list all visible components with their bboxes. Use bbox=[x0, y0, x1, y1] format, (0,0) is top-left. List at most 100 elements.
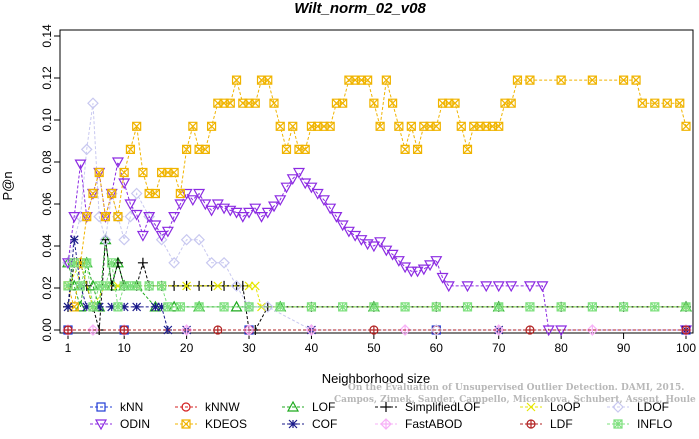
odin-point bbox=[392, 256, 405, 267]
inflo-point bbox=[369, 302, 379, 312]
ldof-point bbox=[261, 301, 274, 313]
ticks-layer: 1 10 20 30 40 50 60 70 80 90 100 0.00 0.02 0.04 0.06 0.… bbox=[40, 24, 696, 355]
ldf-point bbox=[525, 325, 535, 335]
ldf-point bbox=[63, 325, 73, 335]
legend-swatch-marker bbox=[526, 402, 536, 412]
kdeos-point bbox=[200, 144, 210, 154]
ldof-point bbox=[74, 210, 87, 223]
odin-point bbox=[186, 195, 199, 207]
kdeos-point bbox=[412, 144, 423, 154]
ldof-point bbox=[243, 301, 255, 313]
odin-point bbox=[118, 178, 131, 190]
cof-point bbox=[157, 302, 167, 312]
odin-point bbox=[542, 325, 555, 337]
legend-swatch-marker bbox=[286, 400, 300, 412]
kdeos-point bbox=[675, 98, 685, 108]
odin-point bbox=[236, 212, 249, 223]
odin-point bbox=[168, 212, 181, 223]
inflo-point bbox=[618, 302, 629, 312]
ldof-point bbox=[218, 256, 230, 269]
x-tick-label: 20 bbox=[180, 341, 194, 355]
y-tick-label: 0.06 bbox=[40, 192, 54, 216]
legend-label: kNNW bbox=[205, 400, 240, 414]
legend-label: INFLO bbox=[637, 417, 672, 431]
legend-swatch-marker bbox=[181, 419, 191, 429]
legend-swatch-marker bbox=[526, 419, 536, 429]
inflo-point bbox=[107, 258, 117, 268]
inflo-point bbox=[462, 302, 473, 312]
kdeos-point bbox=[375, 121, 385, 131]
y-tick-label: 0.12 bbox=[40, 66, 54, 90]
legend-item-knn: kNN bbox=[90, 400, 143, 414]
kdeos-point bbox=[587, 75, 597, 85]
odin-point bbox=[386, 249, 399, 261]
kdeos-point bbox=[150, 188, 160, 199]
cof-point bbox=[119, 302, 129, 312]
legend-item-cof: COF bbox=[282, 417, 337, 431]
legend-item-odin: ODIN bbox=[90, 417, 150, 431]
ldf-point bbox=[119, 325, 129, 335]
x-tick-label: 1 bbox=[65, 341, 72, 355]
legend-swatch-marker bbox=[380, 418, 392, 430]
legend-item-simplifiedlof: SimplifiedLOF bbox=[375, 400, 480, 414]
series-ldf bbox=[63, 325, 691, 335]
kdeos-point bbox=[681, 121, 691, 131]
legend-item-lof: LOF bbox=[282, 400, 335, 414]
legend: kNN kNNW LOF SimplifiedLOF LoOP LDOF ODIN KDEOS… bbox=[90, 400, 672, 431]
kdeos-point bbox=[556, 75, 566, 85]
ldof-point bbox=[193, 233, 205, 246]
kdeos-point bbox=[288, 121, 298, 131]
kdeos-point bbox=[369, 98, 379, 108]
inflo-point bbox=[219, 302, 229, 312]
odin-point bbox=[536, 281, 549, 293]
x-tick-label: 60 bbox=[430, 341, 444, 355]
odin-point bbox=[430, 256, 443, 267]
odin-point bbox=[311, 188, 324, 200]
kdeos-point bbox=[119, 167, 129, 178]
odin-point bbox=[174, 199, 187, 211]
cof-point bbox=[69, 235, 79, 245]
legend-swatch-marker bbox=[381, 402, 391, 412]
inflo-point bbox=[244, 302, 254, 312]
series-ldof bbox=[62, 97, 692, 336]
legend-label: LoOP bbox=[550, 400, 581, 414]
kdeos-point bbox=[69, 302, 79, 312]
y-tick-label: 0.08 bbox=[40, 150, 54, 174]
legend-label: KDEOS bbox=[205, 417, 247, 431]
series-layer bbox=[61, 75, 693, 337]
legend-item-ldof: LDOF bbox=[607, 400, 669, 414]
odin-point bbox=[330, 212, 343, 223]
ldof-point bbox=[130, 187, 143, 200]
legend-label: SimplifiedLOF bbox=[405, 400, 480, 414]
y-tick-label: 0.02 bbox=[40, 276, 54, 300]
ldof-point bbox=[80, 143, 93, 156]
inflo-point bbox=[194, 302, 204, 312]
odin-point bbox=[218, 203, 231, 215]
ldof-point bbox=[155, 233, 168, 246]
odin-point bbox=[424, 260, 437, 272]
kdeos-point bbox=[506, 98, 516, 108]
legend-swatch-marker bbox=[613, 419, 623, 429]
inflo-point bbox=[175, 302, 185, 312]
cof-point bbox=[132, 302, 142, 312]
y-tick-label: 0.04 bbox=[40, 234, 54, 258]
ldf-point bbox=[213, 325, 223, 335]
odin-point bbox=[267, 201, 281, 213]
inflo-point bbox=[113, 302, 123, 312]
odin-point bbox=[436, 272, 449, 284]
kdeos-point bbox=[263, 75, 273, 85]
cof-point bbox=[150, 302, 160, 312]
kdeos-point bbox=[300, 144, 310, 154]
kdeos-point bbox=[381, 75, 391, 85]
inflo-point bbox=[132, 281, 142, 291]
odin-point bbox=[149, 220, 162, 232]
series-inflo bbox=[63, 258, 691, 312]
odin-point bbox=[492, 281, 505, 293]
inflo-point bbox=[525, 302, 535, 312]
kdeos-point bbox=[88, 188, 98, 199]
inflo-point bbox=[63, 281, 73, 291]
kdeos-line bbox=[67, 78, 687, 308]
legend-label: COF bbox=[312, 417, 337, 431]
inflo-point bbox=[275, 302, 285, 312]
ldof-point bbox=[87, 97, 99, 110]
